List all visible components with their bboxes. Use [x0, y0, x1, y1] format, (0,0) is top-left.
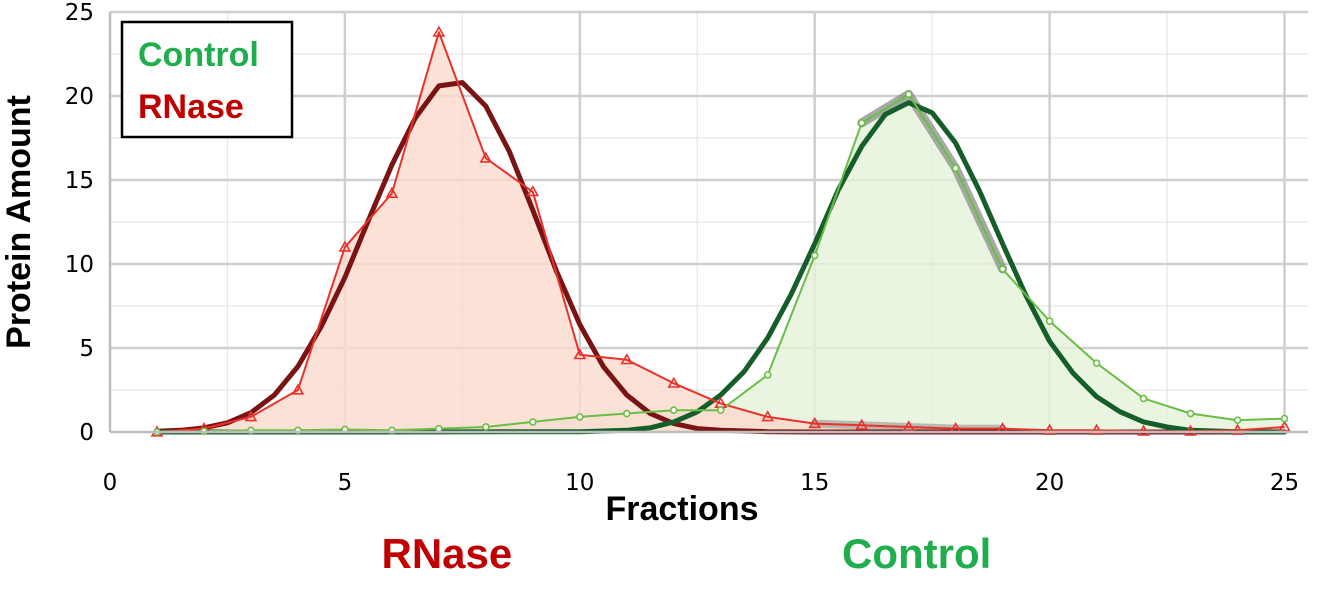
x-axis-title: Fractions [605, 490, 758, 528]
data-point-control [716, 406, 725, 414]
data-point-rnase [573, 348, 587, 360]
data-point-rnase [808, 416, 822, 429]
data-point-control [998, 265, 1007, 273]
data-point-rnase [291, 383, 305, 395]
data-point-control [1280, 414, 1289, 423]
data-point-rnase [667, 376, 681, 388]
data-point-rnase [1184, 424, 1197, 436]
fit-curve-control [154, 100, 1287, 435]
data-point-control [1092, 359, 1101, 367]
series-areas [157, 32, 1285, 433]
data-point-rnase [385, 186, 399, 198]
data-point-rnase [620, 353, 634, 365]
data-point-control [482, 423, 490, 431]
x-tick-label: 5 [338, 470, 353, 496]
legend-entry-control: Control [138, 36, 259, 74]
x-tick-label: 20 [1035, 470, 1064, 496]
tick-labels: 0 5 10 15 20 25 0 5 10 15 20 25 [65, 0, 1299, 496]
data-point-rnase [1231, 423, 1244, 435]
legend-box [120, 20, 294, 139]
axes [108, 12, 1308, 434]
x-tick-label: 0 [103, 470, 118, 496]
data-point-rnase [1278, 420, 1291, 432]
x-tick-label: 15 [800, 470, 829, 496]
data-point-rnase [1090, 423, 1103, 435]
y-axis-title: Protein Amount [0, 95, 38, 349]
data-point-rnase [1137, 424, 1150, 436]
y-tick-label: 5 [79, 336, 94, 362]
y-tick-label: 15 [65, 168, 94, 194]
data-point-control [951, 164, 960, 173]
x-tick-label: 10 [565, 470, 594, 496]
area-control [157, 94, 1285, 433]
data-point-rnase [1043, 423, 1056, 435]
data-point-control [529, 418, 537, 426]
data-point-control [435, 424, 443, 433]
data-point-rnase [526, 185, 540, 197]
group-label-control: Control [842, 530, 991, 577]
data-point-rnase [902, 420, 916, 432]
data-point-control [904, 90, 913, 99]
y-tick-label: 10 [65, 252, 94, 278]
data-point-rnase [338, 240, 352, 252]
area-rnase [157, 32, 1285, 432]
data-point-control [669, 406, 678, 414]
legend: Control RNase [120, 20, 294, 139]
data-point-rnase [432, 25, 446, 37]
data-point-rnase [244, 410, 258, 422]
legend-entry-rnase: RNase [138, 88, 244, 126]
data-point-rnase [855, 418, 869, 430]
data-point-control [576, 413, 584, 421]
data-point-control [1045, 317, 1054, 325]
data-point-control [1139, 394, 1148, 403]
series-line-rnase [156, 31, 1285, 433]
y-tick-label: 20 [65, 84, 94, 110]
y-tick-label: 0 [79, 420, 94, 446]
x-tick-label: 25 [1270, 470, 1299, 496]
data-point-control [622, 409, 631, 418]
data-point-rnase [479, 151, 493, 163]
group-label-rnase: RNase [381, 530, 512, 577]
data-point-control [763, 371, 772, 379]
data-point-rnase [761, 410, 775, 422]
data-point-control [1233, 416, 1242, 425]
data-point-control [1186, 409, 1195, 418]
y-tick-label: 25 [65, 0, 94, 26]
data-point-control [857, 119, 866, 127]
data-point-control [810, 251, 819, 260]
